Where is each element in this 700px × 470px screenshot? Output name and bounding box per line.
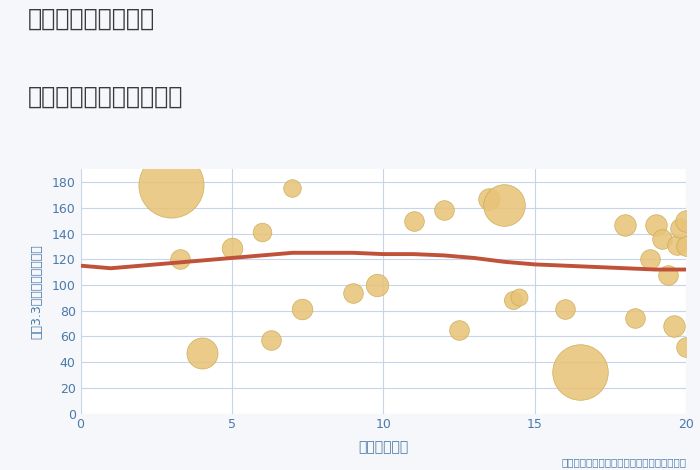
Point <box>668 322 680 330</box>
Point <box>438 207 449 214</box>
Text: 円の大きさは、取引のあった物件面積を示す: 円の大きさは、取引のあった物件面積を示す <box>561 458 686 468</box>
Text: 駅距離別中古戸建て価格: 駅距離別中古戸建て価格 <box>28 85 183 109</box>
Point <box>620 221 631 228</box>
Point <box>408 217 419 224</box>
Point <box>644 256 655 263</box>
Point <box>175 256 186 263</box>
Point <box>226 244 237 251</box>
Point <box>629 314 640 322</box>
Point <box>680 243 692 250</box>
Point <box>196 349 207 357</box>
Point <box>650 221 662 228</box>
Point <box>498 202 510 209</box>
Point <box>454 326 465 334</box>
Point <box>287 185 298 192</box>
Text: 埼玉県川口市前田の: 埼玉県川口市前田の <box>28 7 155 31</box>
Point <box>265 337 276 344</box>
Point <box>559 306 570 313</box>
X-axis label: 駅距離（分）: 駅距離（分） <box>358 440 408 454</box>
Point <box>680 343 692 351</box>
Point <box>575 368 586 376</box>
Point <box>656 235 667 243</box>
Point <box>347 289 358 297</box>
Point <box>484 195 495 203</box>
Point <box>671 241 682 249</box>
Point <box>674 225 685 232</box>
Point <box>662 271 673 278</box>
Point <box>256 228 267 236</box>
Point <box>514 293 525 300</box>
Point <box>508 297 519 304</box>
Point <box>296 306 307 313</box>
Y-axis label: 坪（3.3㎡）単価（万円）: 坪（3.3㎡）単価（万円） <box>30 244 43 339</box>
Point <box>680 217 692 224</box>
Point <box>166 181 177 188</box>
Point <box>372 281 383 289</box>
